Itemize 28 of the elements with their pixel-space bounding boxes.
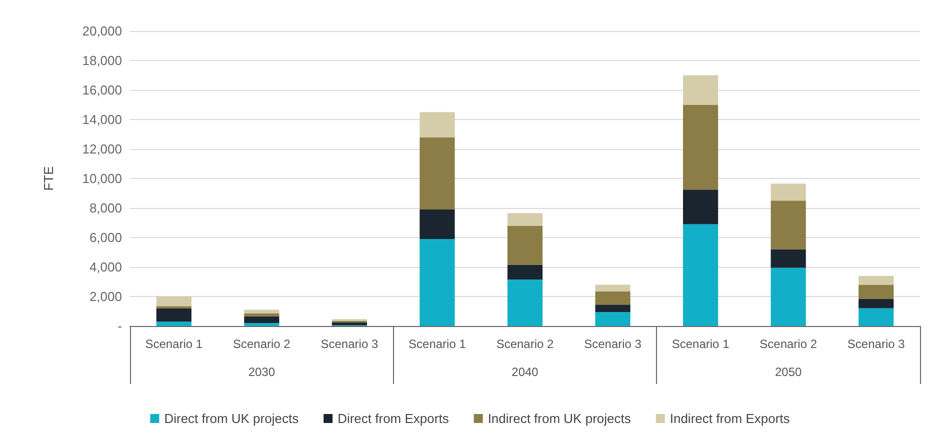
text: 2040 bbox=[512, 365, 539, 379]
y-tick-label: 14,000 bbox=[82, 112, 122, 127]
x-tick-label: Scenario 1 bbox=[145, 337, 203, 351]
y-axis-title: FTE bbox=[41, 166, 56, 191]
y-tick-label: 6,000 bbox=[89, 230, 122, 245]
x-tick-label: Scenario 3 bbox=[584, 337, 642, 351]
legend-label: Indirect from Exports bbox=[670, 411, 790, 426]
y-tick-label: 8,000 bbox=[89, 200, 122, 216]
x-tick-label: Scenario 2 bbox=[232, 337, 291, 351]
legend-label: Indirect from UK projects bbox=[488, 411, 632, 426]
x-tick-label: Scenario 2 bbox=[760, 337, 818, 351]
x-tick-label: Scenario 3 bbox=[847, 337, 906, 351]
y-tick-label: 4,000 bbox=[89, 260, 122, 274]
y-tick-label: 12,000 bbox=[82, 142, 122, 156]
x-tick-label: Scenario 3 bbox=[320, 337, 378, 351]
y-tick-label: 18,000 bbox=[82, 53, 122, 68]
text: 2050 bbox=[774, 365, 802, 379]
x-tick-label: Scenario 2 bbox=[496, 337, 554, 351]
y-tick-label: 10,000 bbox=[82, 171, 122, 186]
y-tick-label: 2,000 bbox=[89, 289, 122, 304]
legend-label: Direct from UK projects bbox=[164, 411, 300, 426]
legend-label: Direct from Exports bbox=[338, 411, 450, 426]
y-tick-label: 16,000 bbox=[82, 82, 122, 98]
x-tick-label: Scenario 1 bbox=[672, 337, 730, 351]
y-tick-label: 20,000 bbox=[82, 24, 122, 38]
x-tick-label: Scenario 1 bbox=[408, 337, 466, 351]
y-tick-label: - bbox=[118, 318, 122, 334]
text: 2030 bbox=[248, 365, 276, 379]
